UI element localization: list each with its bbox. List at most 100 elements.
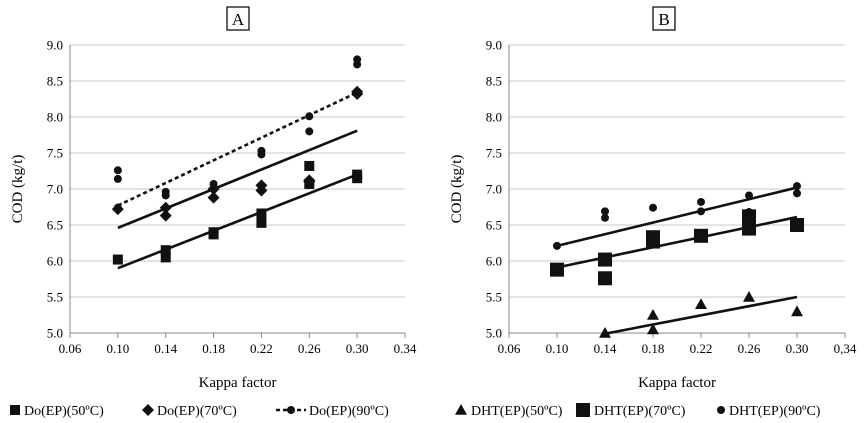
data-point — [598, 252, 612, 267]
y-tick-label: 7.5 — [47, 146, 63, 161]
data-point — [793, 189, 801, 198]
x-tick-label: 0.06 — [59, 341, 82, 356]
y-tick-label: 6.0 — [47, 254, 63, 269]
y-tick-label: 8.0 — [486, 110, 502, 125]
data-point — [305, 127, 314, 136]
data-point — [305, 112, 314, 121]
x-tick-label: 0.22 — [250, 341, 273, 356]
y-tick-label: 5.0 — [47, 326, 63, 341]
y-tick-label: 8.5 — [486, 74, 502, 89]
data-point — [159, 201, 172, 214]
data-point — [695, 298, 707, 309]
data-point — [159, 209, 172, 222]
data-point — [694, 228, 708, 243]
data-point — [745, 208, 753, 217]
data-point — [207, 191, 220, 204]
series-3 — [113, 55, 362, 212]
y-axis-title: COD (kg/t) — [449, 155, 465, 224]
data-point — [790, 218, 804, 232]
x-tick-label: 0.14 — [154, 341, 177, 356]
y-tick-label: 5.0 — [486, 326, 502, 341]
y-tick-label: 6.5 — [486, 218, 502, 233]
x-tick-label: 0.10 — [106, 341, 129, 356]
data-point — [113, 203, 122, 212]
trend-line — [604, 295, 798, 335]
data-point — [647, 309, 659, 320]
data-point — [598, 271, 612, 286]
data-point — [697, 197, 705, 206]
trend-line — [117, 129, 358, 230]
data-point — [304, 160, 315, 171]
data-point — [793, 182, 801, 191]
data-point — [257, 146, 266, 155]
data-point — [649, 203, 657, 212]
y-tick-label: 6.5 — [47, 218, 63, 233]
y-tick-label: 6.0 — [486, 254, 502, 269]
y-tick-label: 7.5 — [486, 146, 502, 161]
data-point — [742, 221, 756, 236]
x-tick-label: 0.26 — [298, 341, 321, 356]
x-tick-label: 0.18 — [202, 341, 225, 356]
legend-label: Do(EP)(90ºC) — [309, 404, 389, 419]
trend-line — [556, 215, 798, 269]
data-point — [353, 55, 362, 64]
trend-line — [117, 173, 358, 270]
data-point — [303, 174, 316, 187]
data-point — [550, 262, 564, 277]
panel-label: B — [658, 10, 669, 29]
x-tick-label: 0.22 — [690, 341, 713, 356]
data-point — [647, 323, 659, 335]
legend-label: Do(EP)(70ºC) — [157, 404, 237, 419]
chart-panel-b: 5.0 5.5 6.0 6.5 7.0 7.5 8.0 8.5 9.0 0.06 0.10 0.14 0… — [449, 6, 857, 391]
y-tick-label: 9.0 — [47, 38, 63, 53]
y-tick-label: 7.0 — [486, 182, 502, 197]
x-tick-label: 0.06 — [498, 341, 521, 356]
data-point — [113, 174, 122, 183]
x-axis-title: Kappa factor — [638, 375, 716, 391]
y-tick-label: 5.5 — [47, 290, 63, 305]
legend-label: Do(EP)(50ºC) — [24, 404, 104, 419]
data-point — [113, 166, 122, 175]
data-point — [160, 252, 171, 263]
legend-marker — [142, 404, 154, 416]
x-axis-title: Kappa factor — [199, 375, 277, 391]
data-point — [553, 241, 561, 250]
legend-label: DHT(EP)(50ºC) — [471, 404, 563, 419]
x-tick-label: 0.30 — [786, 341, 809, 356]
panel-label-box — [652, 6, 676, 31]
legend-marker — [287, 406, 295, 414]
legend-label: DHT(EP)(70ºC) — [594, 404, 686, 419]
x-tick-label: 0.14 — [594, 341, 617, 356]
legend-marker — [10, 405, 20, 415]
data-point — [601, 207, 609, 216]
y-axis-title: COD (kg/t) — [10, 155, 26, 224]
data-point — [599, 327, 611, 338]
data-point — [351, 85, 364, 98]
x-tick-label: 0.34 — [394, 341, 417, 356]
trend-line — [117, 91, 358, 207]
data-point — [208, 227, 219, 238]
series-2 — [111, 85, 364, 230]
series-3 — [553, 182, 801, 250]
data-point — [697, 207, 705, 216]
data-point — [646, 230, 660, 245]
y-tick-label: 7.0 — [47, 182, 63, 197]
trend-line — [556, 186, 798, 248]
x-tick-label: 0,34 — [834, 341, 857, 356]
legend-marker — [576, 403, 590, 417]
y-tick-label: 9.0 — [486, 38, 502, 53]
legend-a: Do(EP)(50ºC) Do(EP)(70ºC) Do(EP)(90ºC) — [10, 404, 389, 419]
y-tick-label: 8.5 — [47, 74, 63, 89]
series-1 — [599, 291, 803, 338]
legend-marker — [717, 406, 725, 414]
series-2 — [550, 209, 804, 286]
chart-panel-a: 5.0 5.5 6.0 6.5 7.0 7.5 8.0 8.5 9.0 0.06 0.10 0.14 0… — [10, 6, 417, 391]
y-tick-label: 8.0 — [47, 110, 63, 125]
x-tick-label: 0.18 — [642, 341, 665, 356]
data-point — [161, 187, 170, 196]
data-point — [791, 305, 803, 317]
data-point — [160, 245, 171, 256]
x-tick-label: 0.30 — [346, 341, 369, 356]
data-point — [601, 213, 609, 222]
